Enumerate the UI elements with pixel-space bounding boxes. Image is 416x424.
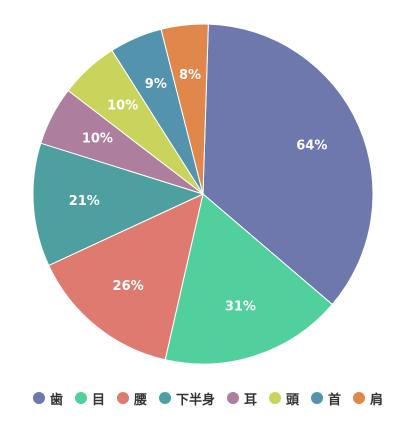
- slice-label-5: 10%: [82, 132, 113, 147]
- legend-dot-icon: [74, 392, 87, 404]
- legend-dot-icon: [32, 392, 45, 404]
- pie-slice-4[interactable]: [32, 142, 205, 267]
- legend-item-4[interactable]: 下半身: [158, 389, 215, 408]
- slice-label-2: 31%: [225, 299, 256, 314]
- pie-slice-3[interactable]: [48, 193, 204, 361]
- slice-label-3: 26%: [113, 279, 144, 294]
- slice-label-4: 21%: [69, 194, 100, 209]
- pie-chart-svg: 64% 31% 26% 21% 10% 10% 9% 8%: [32, 23, 374, 365]
- legend-dot-icon: [353, 392, 366, 404]
- slice-label-1: 64%: [296, 138, 327, 153]
- legend-dot-icon: [116, 392, 129, 404]
- pie-slice-2[interactable]: [164, 193, 333, 365]
- legend-item-7[interactable]: 首: [311, 389, 341, 408]
- legend-dot-icon: [227, 392, 239, 404]
- legend-label: 肩: [370, 392, 384, 408]
- legend-label: 耳: [244, 392, 258, 408]
- legend-label: 頭: [286, 392, 300, 408]
- legend-item-5[interactable]: 耳: [227, 389, 257, 408]
- slice-label-8: 8%: [179, 68, 201, 83]
- pie-slices: [32, 23, 374, 365]
- pie-slice-1[interactable]: [202, 23, 374, 306]
- legend-label: 歯: [49, 392, 63, 408]
- legend-item-8[interactable]: 肩: [353, 389, 383, 408]
- legend-item-2[interactable]: 目: [74, 389, 105, 408]
- pie-slice-8[interactable]: [160, 23, 209, 195]
- chart-legend: 歯 目 腰 下半身 耳 頭 首 肩: [0, 386, 416, 410]
- legend-label: 腰: [133, 392, 147, 408]
- legend-item-1[interactable]: 歯: [32, 389, 63, 408]
- legend-dot-icon: [311, 392, 324, 404]
- pie-slice-labels: 64% 31% 26% 21% 10% 10% 9% 8%: [69, 68, 328, 314]
- legend-label: 目: [91, 392, 105, 408]
- legend-label: 首: [328, 392, 342, 408]
- legend-label: 下半身: [175, 392, 215, 408]
- slice-label-6: 10%: [107, 99, 138, 114]
- slice-label-7: 9%: [145, 77, 167, 92]
- legend-item-3[interactable]: 腰: [116, 389, 147, 408]
- legend-item-6[interactable]: 頭: [269, 389, 299, 408]
- legend-dot-icon: [158, 392, 171, 404]
- legend-dot-icon: [269, 392, 282, 404]
